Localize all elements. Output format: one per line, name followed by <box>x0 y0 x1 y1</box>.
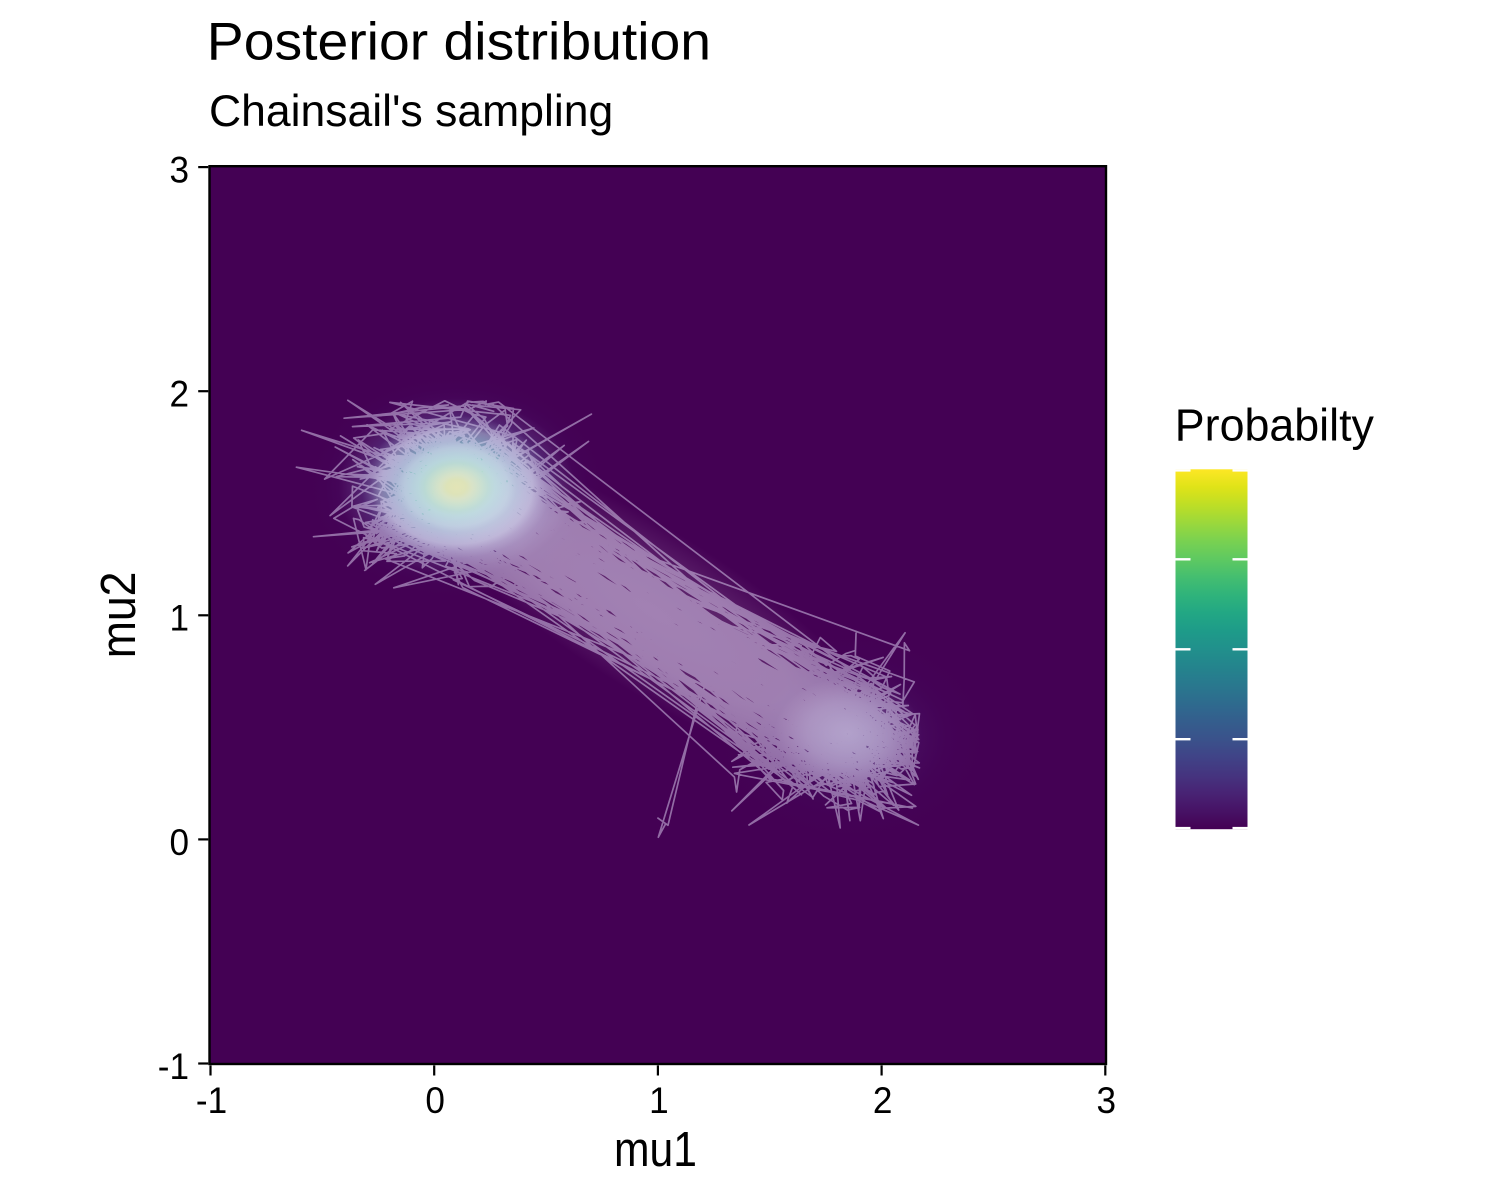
svg-text:mu1: mu1 <box>614 1121 697 1176</box>
svg-text:Chainsail's sampling: Chainsail's sampling <box>209 87 613 136</box>
svg-text:mu2: mu2 <box>91 572 145 659</box>
svg-text:2: 2 <box>873 1079 893 1121</box>
svg-text:-1: -1 <box>196 1079 227 1121</box>
svg-text:Posterior distribution: Posterior distribution <box>207 11 711 71</box>
svg-text:1: 1 <box>169 597 189 639</box>
svg-text:-1: -1 <box>158 1045 189 1087</box>
svg-text:3: 3 <box>169 149 189 191</box>
svg-text:0: 0 <box>425 1079 445 1121</box>
svg-text:0: 0 <box>169 821 189 863</box>
svg-text:Probabilty: Probabilty <box>1175 399 1374 451</box>
svg-text:1: 1 <box>649 1079 669 1121</box>
svg-text:2: 2 <box>169 373 189 415</box>
svg-text:3: 3 <box>1097 1079 1117 1121</box>
